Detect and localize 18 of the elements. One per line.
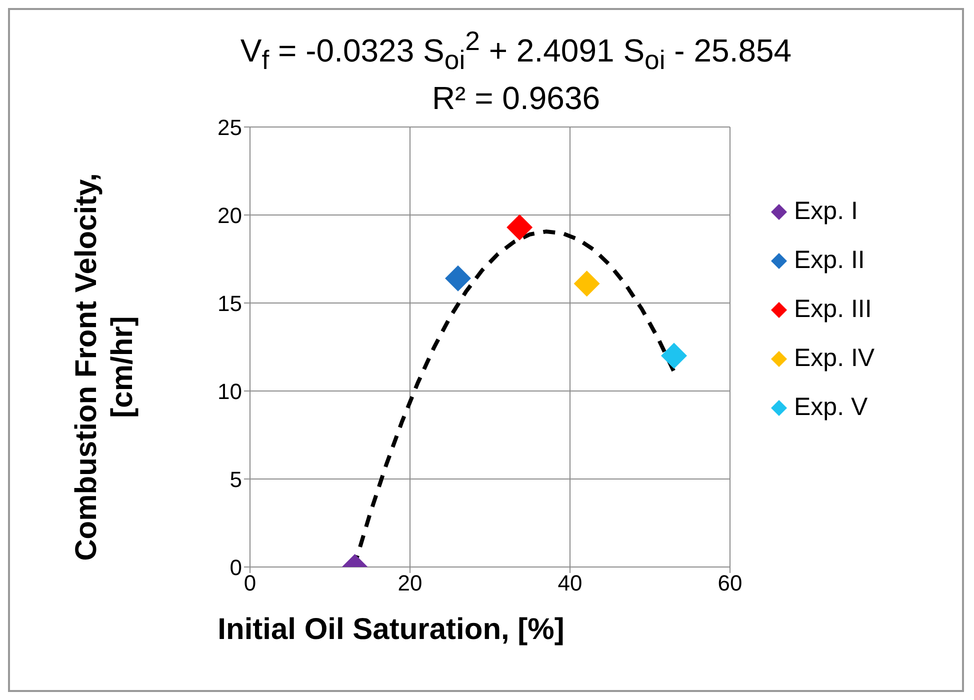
x-tick-label: 20 [398,570,422,596]
y-axis-title: Combustion Front Velocity, [cm/hr] [69,172,140,563]
legend-label: Exp. III [794,295,872,324]
legend-label: Exp. II [794,246,865,276]
legend-label: Exp. IV [794,344,875,374]
y-tick-label: 10 [218,378,242,404]
y-tick-label: 5 [230,466,242,492]
y-tick-label: 25 [218,114,242,140]
y-tick-label: 0 [230,554,242,580]
x-axis-title: Initial Oil Saturation, [%] [216,613,566,648]
y-tick-label: 20 [218,202,242,228]
legend-label: Exp. V [794,393,868,422]
chart-subtitle: R² = 0.9636 [432,80,600,116]
legend-label: Exp. I [794,197,858,226]
chart-title: V$_{f}$ = -0.0323 S$_{oi}$$^{2}$ + 2.4091 S$_{oi}$ - 25.854 [239,25,793,78]
y-tick-label: 15 [218,290,242,316]
x-tick-label: 40 [558,570,582,596]
x-tick-label: 60 [718,570,742,596]
